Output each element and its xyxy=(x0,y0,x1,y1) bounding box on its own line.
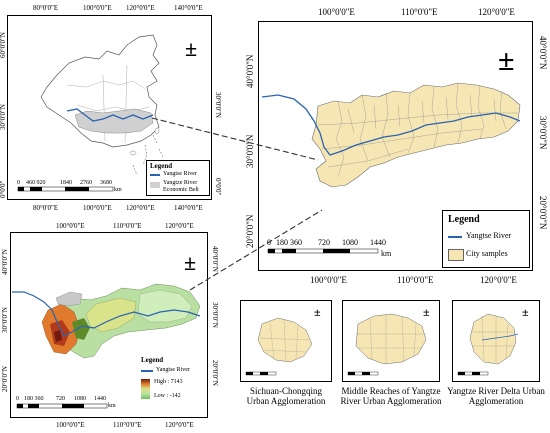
dem-legend-high-label: High : 7143 xyxy=(154,379,183,385)
main-legend-city-swatch xyxy=(448,249,464,261)
small-map-1 xyxy=(245,317,313,376)
dem-top-coord-3: 120°0'0"E xyxy=(165,222,194,230)
dem-scale-label-1: 180 360 xyxy=(24,396,44,402)
china-scale-label-1: 460 920 xyxy=(26,180,46,186)
china-bottom-coord-1: 80°0'0"E xyxy=(33,204,59,212)
dem-legend-river-swatch xyxy=(141,370,153,372)
dem-legend: Legend Yangtse River High : 7143 Low : -… xyxy=(138,355,204,415)
china-top-coord-1: 80°0'0"E xyxy=(33,4,59,12)
dem-bottom-coord-2: 110°0'0"E xyxy=(113,421,142,429)
china-top-coord-4: 140°0'0"E xyxy=(174,4,203,12)
dem-legend-river-label: Yangtse River xyxy=(156,367,190,373)
china-map xyxy=(40,34,164,176)
dem-top-coord-1: 100°0'0"E xyxy=(56,222,85,230)
main-legend-river-swatch xyxy=(448,236,462,238)
china-bottom-coord-2: 100°0'0"E xyxy=(83,204,112,212)
china-bottom-coord-3: 120°0'0"E xyxy=(126,204,155,212)
dem-legend-gradient-swatch xyxy=(141,379,150,399)
dem-scale-unit: km xyxy=(108,403,116,409)
china-scale-bar xyxy=(17,186,114,192)
dem-top-coord-2: 110°0'0"E xyxy=(113,222,142,230)
china-scale-label-0: 0 xyxy=(17,180,20,186)
main-bottom-coord-3: 120°0'0"E xyxy=(480,275,517,285)
dem-legend-low-label: Low : -142 xyxy=(154,393,181,399)
main-legend-title: Legend xyxy=(448,214,480,225)
small-map-2 xyxy=(347,313,427,376)
main-north-arrow-icon: ± xyxy=(498,44,515,77)
dem-legend-title: Legend xyxy=(141,356,164,364)
small-map-3-north-icon: ± xyxy=(522,305,529,319)
main-bottom-coord-1: 100°0'0"E xyxy=(310,275,347,285)
main-scale-label-3: 1080 xyxy=(342,238,358,247)
china-scale-unit: km xyxy=(114,187,122,193)
main-scale-label-1: 180 360 xyxy=(276,238,302,247)
china-top-coord-2: 100°0'0"E xyxy=(83,4,112,12)
main-scale-label-4: 1440 xyxy=(370,238,386,247)
small-map-3-caption: Yangtze River Delta Urban Agglomeration xyxy=(447,386,545,407)
dem-bottom-coord-3: 120°0'0"E xyxy=(165,421,194,429)
small-map-1-north-icon: ± xyxy=(314,305,321,319)
china-top-coord-3: 120°0'0"E xyxy=(126,4,155,12)
china-north-arrow-icon: ± xyxy=(185,36,198,61)
china-legend-title: Legend xyxy=(150,162,173,170)
main-legend: Legend Yangtse River City samples xyxy=(442,210,530,268)
small-map-2-north-icon: ± xyxy=(423,305,430,319)
dem-scale-label-4: 1440 xyxy=(94,396,106,402)
china-legend-belt-swatch xyxy=(150,182,160,188)
china-bottom-coord-4: 140°0'0"E xyxy=(174,204,203,212)
china-legend-river-swatch xyxy=(150,174,160,176)
china-legend: Legend Yangtse River Yangtze River Econo… xyxy=(146,160,210,196)
dem-north-arrow-icon: ± xyxy=(184,250,197,275)
small-map-2-caption: Middle Reaches of Yangtze River Urban Ag… xyxy=(340,386,442,407)
china-scale-label-4: 3680 xyxy=(100,180,112,186)
dem-scale-label-3: 1080 xyxy=(74,396,86,402)
main-top-coord-2: 110°0'0"E xyxy=(401,7,438,17)
main-top-coord-3: 120°0'0"E xyxy=(478,7,515,17)
dem-bottom-coord-1: 100°0'0"E xyxy=(56,421,85,429)
small-map-3-panel xyxy=(452,300,540,382)
dem-scale-label-2: 720 xyxy=(56,396,65,402)
china-legend-belt-label: Yangtze River Economic Belt xyxy=(163,180,199,193)
main-map xyxy=(261,82,521,188)
main-legend-river-label: Yangtse River xyxy=(466,231,512,240)
china-scale-label-2: 1840 xyxy=(60,180,72,186)
china-scale-label-3: 2760 xyxy=(80,180,92,186)
dem-scale-label-0: 0 xyxy=(16,396,19,402)
dem-scale-bar xyxy=(16,403,108,409)
small-map-3 xyxy=(457,313,519,376)
main-top-coord-1: 100°0'0"E xyxy=(318,7,355,17)
china-legend-river-label: Yangtse River xyxy=(163,171,197,177)
dem-map xyxy=(12,283,201,359)
main-legend-city-label: City samples xyxy=(466,249,508,258)
small-map-1-caption: Sichuan-Chongqing Urban Agglomeration xyxy=(246,386,326,407)
main-scale-label-2: 720 xyxy=(318,238,330,247)
main-scale-unit: km xyxy=(381,249,392,258)
main-bottom-coord-2: 110°0'0"E xyxy=(397,275,434,285)
main-scale-bar xyxy=(267,248,379,254)
